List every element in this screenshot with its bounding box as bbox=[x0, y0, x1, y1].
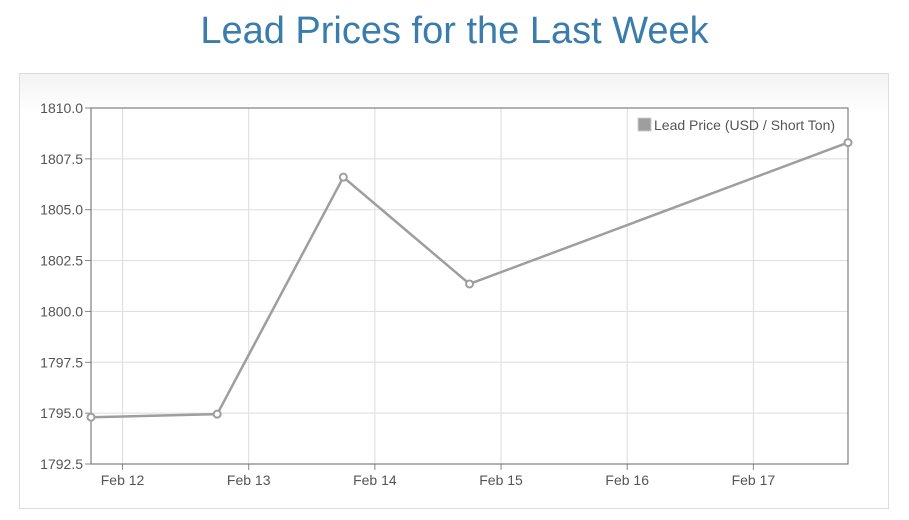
y-tick-label: 1792.5 bbox=[40, 456, 83, 472]
y-tick-label: 1800.0 bbox=[40, 303, 83, 319]
x-tick-label: Feb 12 bbox=[101, 472, 145, 488]
chart-card: 1810.0 1807.5 1805.0 1802.5 1800.0 1797.5 1795… bbox=[19, 73, 889, 509]
y-tick-label: 1805.0 bbox=[40, 202, 83, 218]
legend-swatch bbox=[637, 117, 652, 132]
y-tick-label: 1807.5 bbox=[40, 151, 83, 167]
data-point[interactable] bbox=[843, 138, 853, 148]
x-tick-label: Feb 15 bbox=[479, 472, 523, 488]
y-tick-label: 1797.5 bbox=[40, 354, 83, 370]
legend-label: Lead Price (USD / Short Ton) bbox=[654, 117, 835, 133]
y-tick-label: 1802.5 bbox=[40, 253, 83, 269]
y-tick-label: 1810.0 bbox=[40, 100, 83, 116]
axis-layer: 1810.0 1807.5 1805.0 1802.5 1800.0 1797.5 1795… bbox=[40, 100, 849, 488]
x-tick-label: Feb 17 bbox=[732, 472, 776, 488]
x-tick-label: Feb 14 bbox=[353, 472, 397, 488]
data-point[interactable] bbox=[338, 172, 348, 182]
x-tick-label: Feb 16 bbox=[605, 472, 649, 488]
y-tick-label: 1795.0 bbox=[40, 405, 83, 421]
grid-layer bbox=[91, 107, 848, 465]
legend: Lead Price (USD / Short Ton) bbox=[637, 117, 835, 133]
data-point[interactable] bbox=[86, 412, 96, 422]
page-title: Lead Prices for the Last Week bbox=[200, 10, 709, 52]
plot-border bbox=[90, 107, 849, 465]
line-chart: 1810.0 1807.5 1805.0 1802.5 1800.0 1797.5 1795… bbox=[40, 100, 853, 488]
data-point[interactable] bbox=[212, 409, 222, 419]
x-tick-label: Feb 13 bbox=[227, 472, 271, 488]
series-layer bbox=[86, 138, 853, 422]
data-point[interactable] bbox=[465, 279, 474, 289]
